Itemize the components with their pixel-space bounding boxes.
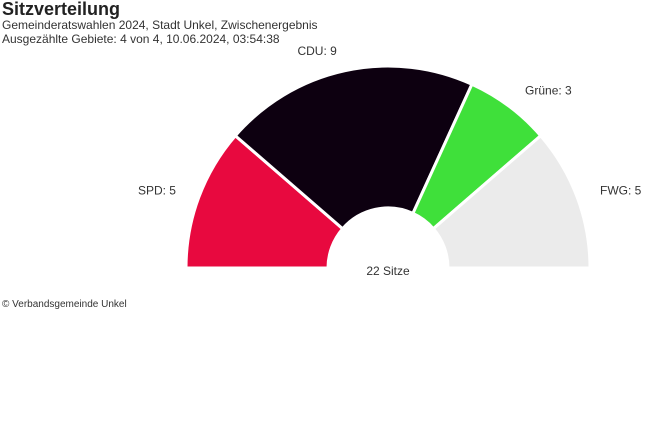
total-seats-label: 22 Sitze [366,264,410,278]
seat-slice-spd[interactable] [184,133,345,270]
chart-subtitle: Gemeinderatswahlen 2024, Stadt Unkel, Zw… [2,18,318,32]
seat-distribution-chart: SPD: 5 CDU: 9 Grüne: 3 FWG: 5 22 Sitze [138,44,642,278]
counting-status: Ausgezählte Gebiete: 4 von 4, 10.06.2024… [2,32,280,46]
chart-title: Sitzverteilung [2,0,121,19]
seat-label-spd: SPD: 5 [138,183,176,197]
seat-slice-fwg[interactable] [431,133,592,270]
seat-label-cdu: CDU: 9 [297,44,337,58]
source-credit: © Verbandsgemeinde Unkel [2,299,127,310]
seat-label-fwg: FWG: 5 [600,183,642,197]
seat-label-gr-ne: Grüne: 3 [525,83,572,97]
seat-slice-cdu[interactable] [233,64,474,231]
